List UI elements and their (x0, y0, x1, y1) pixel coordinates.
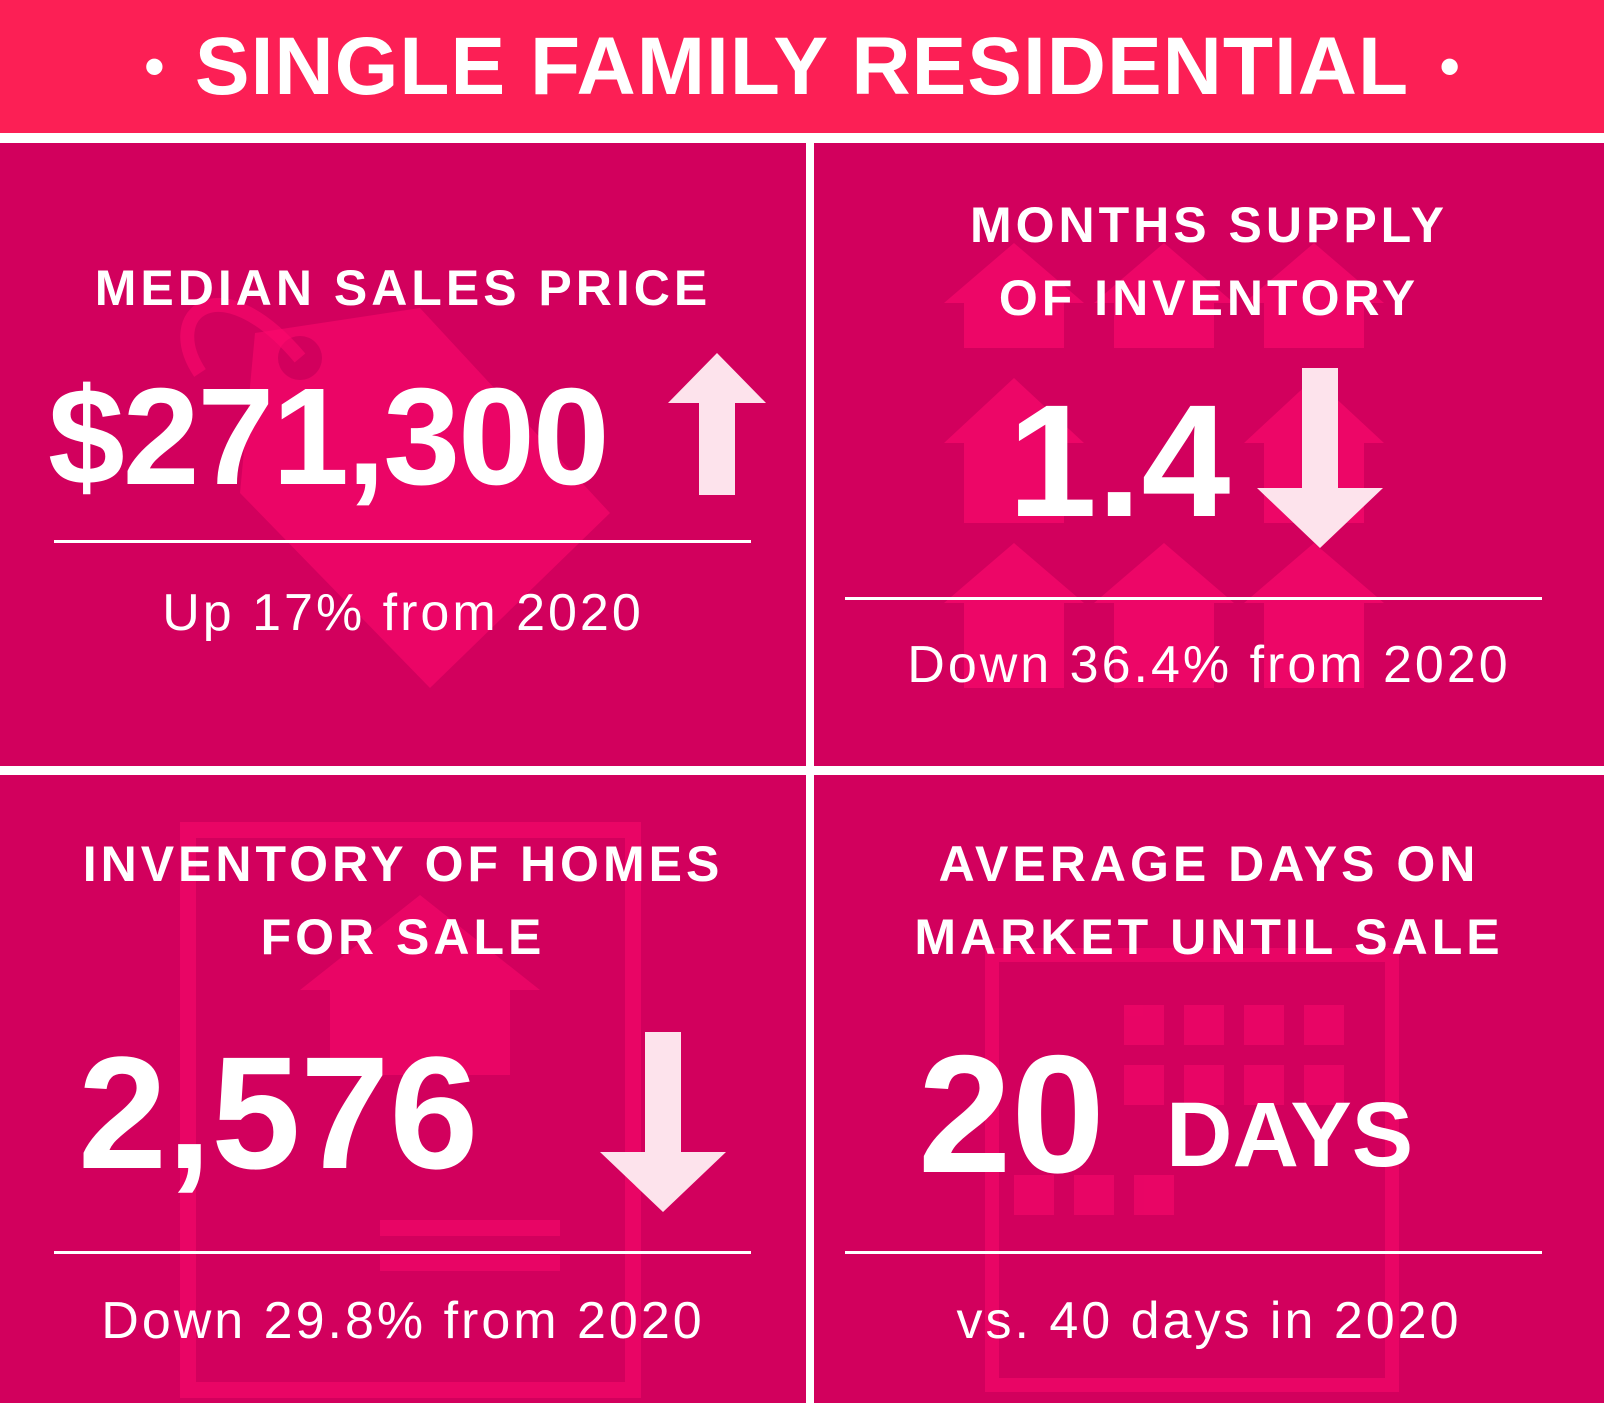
listing-sheet-icon (180, 822, 641, 1398)
bullet-dot-left: • (143, 32, 165, 100)
stat-label-line-2: FOR SALE (260, 909, 546, 965)
median-sales-price-panel: MEDIAN SALES PRICE $271,300 Up 17% from … (0, 143, 806, 766)
stat-label-line-2: OF INVENTORY (998, 270, 1420, 326)
months-supply-panel: MONTHS SUPPLY OF INVENTORY 1.4 Down 36.4… (814, 143, 1604, 766)
stat-label-line-1: AVERAGE DAYS ON (938, 836, 1480, 892)
stat-subtext: Down 29.8% from 2020 (101, 1292, 705, 1350)
stat-label-line-1: INVENTORY OF HOMES (82, 836, 724, 892)
header-banner: • SINGLE FAMILY RESIDENTIAL • (0, 0, 1604, 133)
stat-value-unit: DAYS (1166, 1084, 1414, 1186)
arrow-up-icon (668, 353, 766, 495)
stat-value: 20 (918, 1020, 1105, 1208)
stat-subtext: Up 17% from 2020 (162, 584, 644, 642)
stat-value: 2,576 (78, 1023, 479, 1202)
stat-subtext: Down 36.4% from 2020 (907, 636, 1511, 694)
days-on-market-panel: AVERAGE DAYS ON MARKET UNTIL SALE 20 DAY… (814, 775, 1604, 1403)
stat-value: $271,300 (48, 360, 610, 514)
stat-value: 1.4 (1008, 371, 1231, 550)
stat-label: MEDIAN SALES PRICE (94, 260, 712, 316)
stat-label-line-1: MONTHS SUPPLY (969, 197, 1448, 253)
divider (54, 540, 751, 543)
stat-subtext: vs. 40 days in 2020 (956, 1292, 1462, 1350)
houses-icon (944, 243, 1384, 688)
calendar-icon (985, 948, 1399, 1392)
divider (54, 1251, 751, 1254)
divider (845, 597, 1542, 600)
arrow-down-icon (600, 1032, 726, 1212)
price-tag-icon (180, 297, 610, 688)
bullet-dot-right: • (1439, 32, 1461, 100)
stat-label-line-2: MARKET UNTIL SALE (914, 909, 1504, 965)
inventory-homes-panel: INVENTORY OF HOMES FOR SALE 2,576 Down 2… (0, 775, 806, 1403)
divider (845, 1251, 1542, 1254)
banner-title: SINGLE FAMILY RESIDENTIAL (194, 20, 1410, 112)
arrow-down-icon (1257, 368, 1383, 548)
